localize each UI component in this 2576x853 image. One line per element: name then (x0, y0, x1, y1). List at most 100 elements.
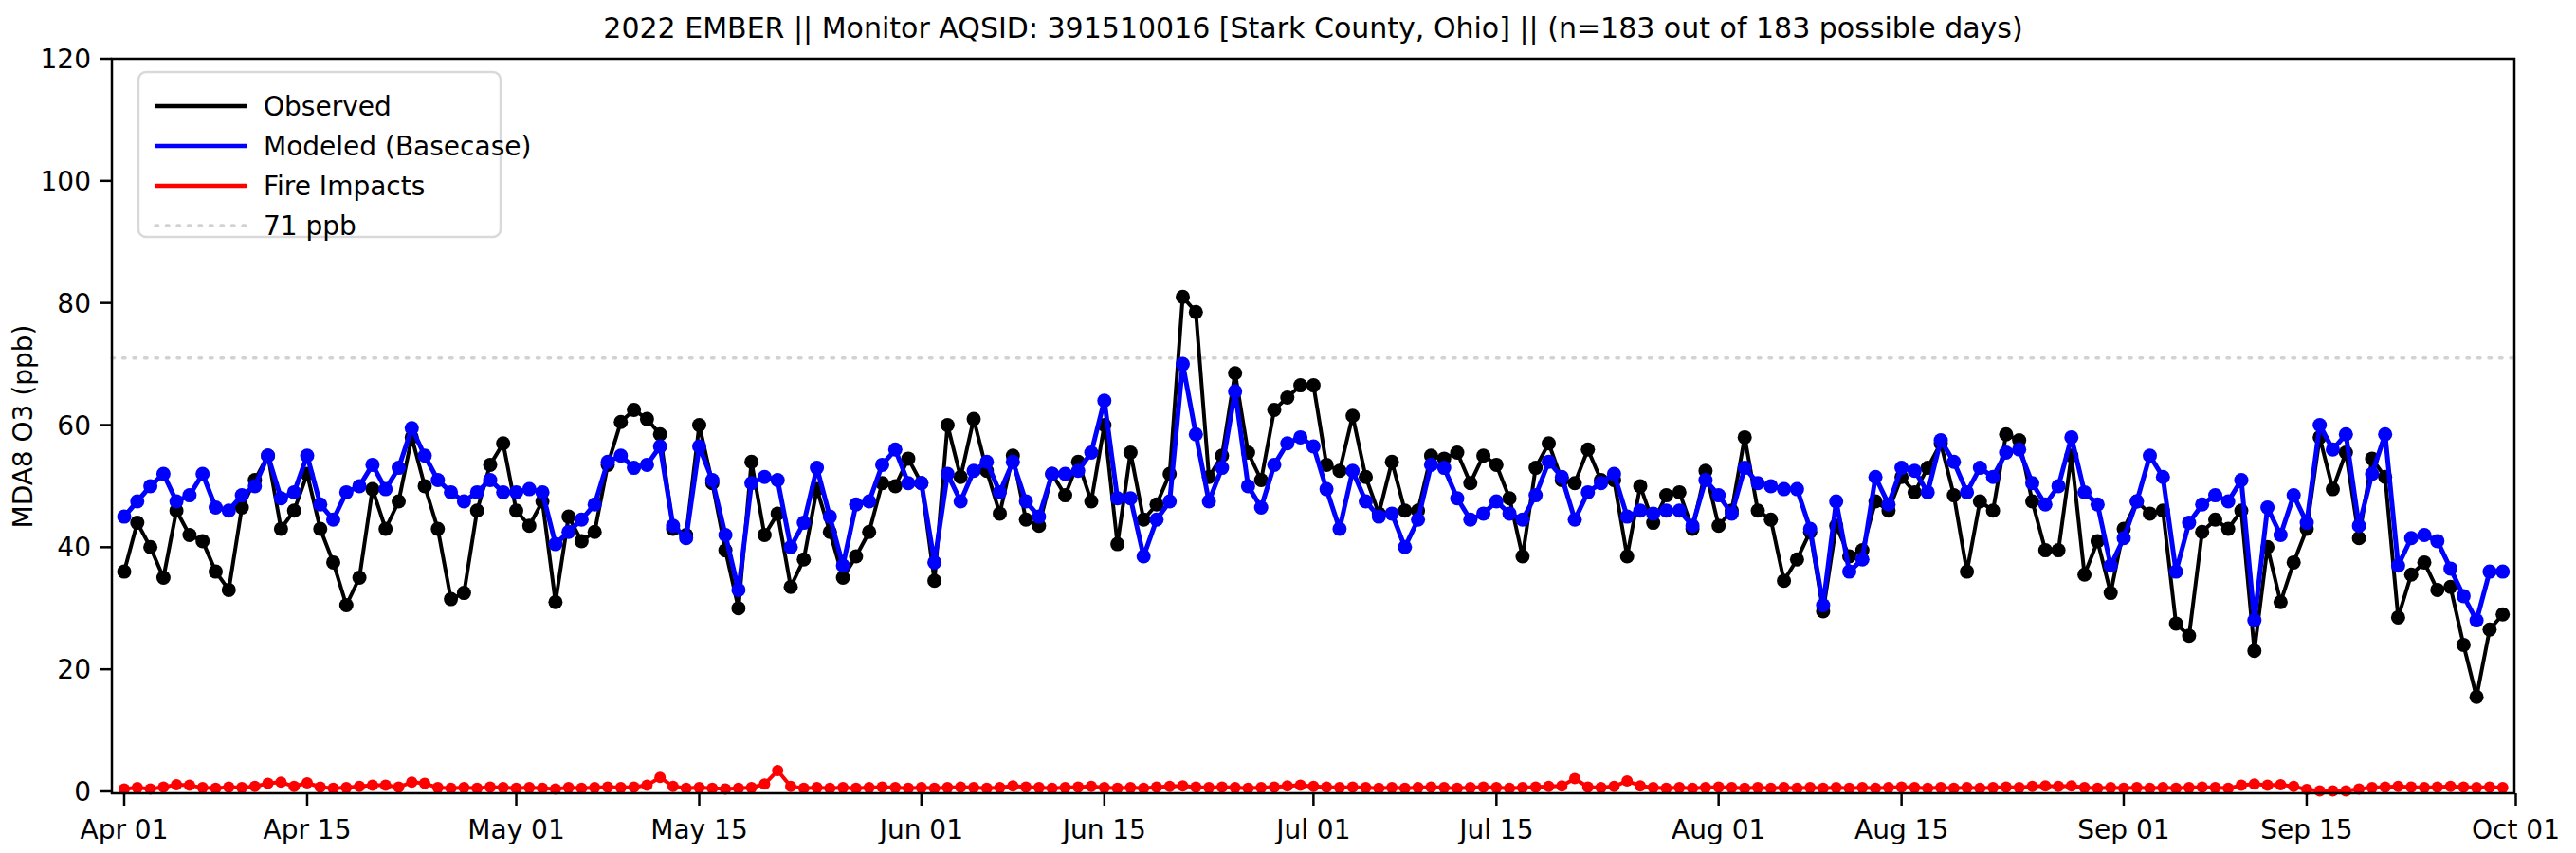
data-point-marker (1254, 500, 1269, 515)
data-point-marker (914, 476, 928, 490)
data-point-marker (2208, 513, 2222, 527)
data-point-marker (1831, 782, 1842, 793)
data-point-marker (2210, 782, 2221, 793)
data-point-marker (785, 781, 796, 792)
data-point-marker (222, 583, 236, 597)
data-point-marker (2052, 479, 2066, 493)
data-point-marker (810, 461, 824, 475)
data-point-marker (1072, 782, 1084, 793)
x-tick-label: Jun 01 (878, 814, 963, 845)
data-point-marker (1855, 553, 1870, 567)
data-point-marker (157, 782, 169, 793)
data-point-marker (247, 479, 262, 493)
data-point-marker (354, 781, 365, 792)
data-point-marker (1635, 780, 1646, 791)
data-point-marker (143, 479, 157, 493)
data-point-marker (2497, 782, 2509, 793)
data-point-marker (1306, 378, 1321, 392)
data-point-marker (2430, 583, 2444, 597)
data-point-marker (484, 473, 498, 487)
data-point-marker (1515, 550, 1529, 564)
data-point-marker (2208, 488, 2222, 502)
data-point-marker (1935, 782, 1946, 793)
data-point-marker (340, 782, 352, 793)
data-point-marker (496, 436, 510, 450)
data-point-marker (2143, 448, 2157, 463)
data-point-marker (2131, 782, 2143, 793)
data-point-marker (1306, 440, 1321, 454)
data-point-marker (287, 503, 301, 517)
data-point-marker (2378, 427, 2392, 442)
data-point-marker (1451, 445, 1465, 460)
data-point-marker (1568, 476, 1582, 490)
data-point-marker (2366, 782, 2378, 793)
data-point-marker (941, 782, 953, 793)
y-tick-label: 0 (74, 776, 91, 808)
data-point-marker (1960, 485, 1974, 499)
figure: Apr 01Apr 15May 01May 15Jun 01Jun 15Jul … (0, 0, 2576, 853)
data-point-marker (1568, 513, 1582, 527)
data-point-marker (1934, 433, 1948, 447)
data-point-marker (406, 776, 417, 788)
data-point-marker (653, 440, 667, 454)
data-point-marker (1711, 488, 1726, 502)
data-point-marker (772, 765, 783, 776)
data-point-marker (1280, 436, 1294, 450)
data-point-marker (812, 782, 823, 793)
data-point-marker (1386, 782, 1398, 793)
data-point-marker (705, 473, 720, 487)
data-point-marker (2077, 568, 2092, 582)
data-point-marker (602, 782, 613, 793)
chart-title: 2022 EMBER || Monitor AQSID: 391510016 [… (603, 11, 2022, 45)
data-point-marker (1908, 463, 1922, 478)
data-point-marker (995, 782, 1006, 793)
data-point-marker (601, 455, 615, 469)
x-tick-label: May 01 (467, 814, 564, 845)
data-point-marker (1295, 780, 1306, 791)
data-point-marker (143, 540, 157, 554)
data-point-marker (1686, 518, 1700, 533)
ozone-timeseries-chart: Apr 01Apr 15May 01May 15Jun 01Jun 15Jul … (0, 0, 2576, 853)
data-point-marker (1986, 470, 2001, 484)
data-point-marker (1019, 513, 1033, 527)
x-tick-label: Aug 01 (1672, 814, 1765, 845)
data-point-marker (1189, 427, 1203, 442)
data-point-marker (1856, 782, 1868, 793)
data-point-marker (1869, 470, 1883, 484)
data-point-marker (2482, 623, 2496, 637)
data-point-marker (392, 461, 406, 475)
data-point-marker (1332, 463, 1346, 478)
data-point-marker (1672, 503, 1687, 517)
data-point-marker (2117, 531, 2131, 545)
x-tick-label: Apr 15 (263, 814, 351, 845)
data-point-marker (1503, 506, 1517, 520)
data-point-marker (1463, 476, 1477, 490)
data-point-marker (498, 782, 509, 793)
data-point-marker (1085, 495, 1099, 509)
data-point-marker (274, 522, 288, 536)
data-point-marker (1124, 491, 1138, 505)
data-point-marker (470, 485, 484, 499)
data-point-marker (1347, 782, 1359, 793)
data-point-marker (993, 506, 1007, 520)
data-point-marker (2326, 482, 2340, 497)
data-point-marker (484, 458, 498, 472)
data-point-marker (1779, 782, 1790, 793)
data-point-marker (1582, 782, 1594, 793)
data-point-marker (2052, 543, 2066, 557)
data-point-marker (2053, 781, 2064, 792)
data-point-marker (1673, 782, 1685, 793)
data-point-marker (457, 586, 471, 600)
data-point-marker (2352, 518, 2366, 533)
data-point-marker (313, 498, 327, 512)
data-point-marker (796, 516, 811, 530)
data-point-marker (2392, 781, 2403, 792)
data-point-marker (2156, 470, 2170, 484)
data-point-marker (849, 550, 863, 564)
data-point-marker (1007, 780, 1018, 791)
data-point-marker (862, 525, 876, 539)
data-point-marker (1124, 782, 1136, 793)
data-point-marker (1476, 506, 1490, 520)
data-point-marker (1241, 479, 1255, 493)
data-point-marker (1489, 495, 1504, 509)
